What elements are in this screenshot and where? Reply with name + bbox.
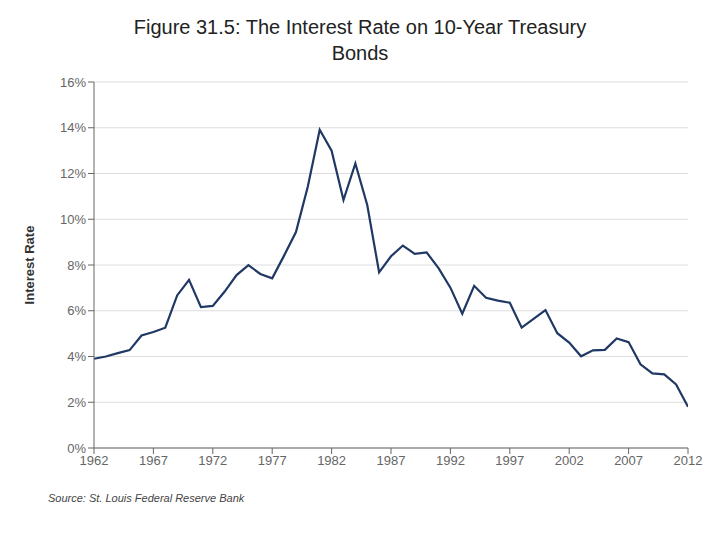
svg-text:2007: 2007 [614,453,643,468]
svg-text:2%: 2% [67,395,86,410]
svg-text:Interest Rate: Interest Rate [22,226,37,305]
svg-text:1972: 1972 [198,453,227,468]
svg-text:1997: 1997 [495,453,524,468]
svg-text:12%: 12% [60,166,86,181]
svg-text:16%: 16% [60,75,86,90]
svg-text:0%: 0% [67,441,86,456]
svg-text:14%: 14% [60,120,86,135]
svg-text:2002: 2002 [555,453,584,468]
svg-text:1962: 1962 [79,453,109,469]
svg-text:6%: 6% [67,303,86,318]
svg-text:1977: 1977 [258,453,287,468]
html-text:Figure 31.5: The Interest Rate: Figure 31.5: The Interest Rate on 10-Yea… [133,16,587,38]
svg-text:1982: 1982 [317,453,346,468]
svg-text:2012: 2012 [674,453,703,468]
svg-text:4%: 4% [67,349,86,364]
svg-text:10%: 10% [60,212,86,227]
svg-text:1992: 1992 [436,453,465,468]
html-text:Bonds: Bonds [331,42,389,64]
svg-text:1987: 1987 [377,453,406,468]
svg-text:8%: 8% [67,258,86,273]
html-text:Source: St. Louis Federal Rese: Source: St. Louis Federal Reserve Bank [48,492,245,504]
svg-text:1967: 1967 [139,453,168,468]
